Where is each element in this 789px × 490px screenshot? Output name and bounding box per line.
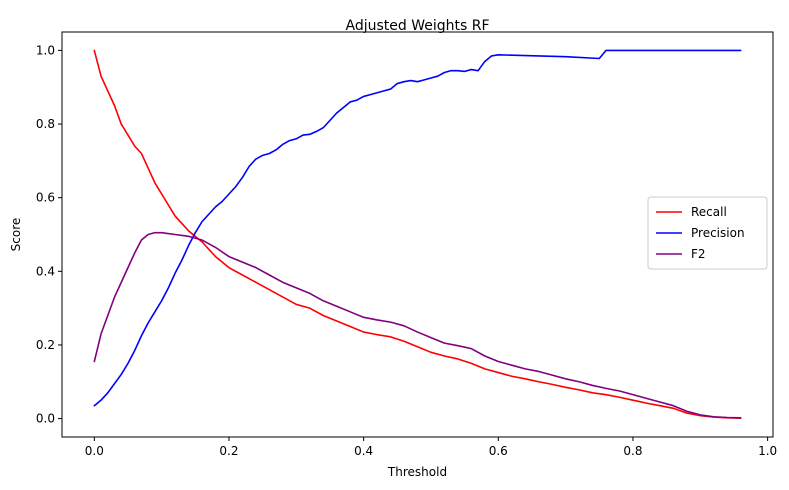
y-axis-label: Score (9, 218, 23, 252)
x-axis-label: Threshold (387, 465, 447, 479)
series-line-f2 (93, 231, 742, 419)
plot-frame (61, 31, 774, 438)
x-tick-label: 0.6 (489, 444, 508, 458)
series-line-precision (93, 49, 742, 407)
series-line-recall (93, 49, 742, 420)
x-tick-label: 0.4 (354, 444, 373, 458)
y-axis: 0.0 0.2 0.4 0.6 0.8 1.0 (36, 43, 62, 426)
y-tick-label: 1.0 (36, 43, 55, 57)
legend-frame (647, 196, 768, 270)
legend-label-precision: Precision (691, 226, 745, 240)
y-tick-label: 0.2 (36, 338, 55, 352)
legend: Recall Precision F2 (647, 196, 768, 270)
legend-label-f2: F2 (691, 247, 706, 261)
legend-label-recall: Recall (691, 205, 727, 219)
x-tick-label: 1.0 (758, 444, 777, 458)
x-tick-label: 0.2 (219, 444, 238, 458)
chart-title: Adjusted Weights RF (345, 18, 489, 34)
x-tick-label: 0.8 (623, 444, 642, 458)
y-tick-label: 0.4 (36, 264, 55, 278)
y-tick-label: 0.0 (36, 412, 55, 426)
x-tick-label: 0.0 (85, 444, 104, 458)
y-tick-label: 0.6 (36, 191, 55, 205)
series-layer (93, 49, 742, 420)
plot-area (61, 31, 774, 438)
y-tick-label: 0.8 (36, 117, 55, 131)
x-axis: 0.0 0.2 0.4 0.6 0.8 1.0 (85, 437, 777, 458)
